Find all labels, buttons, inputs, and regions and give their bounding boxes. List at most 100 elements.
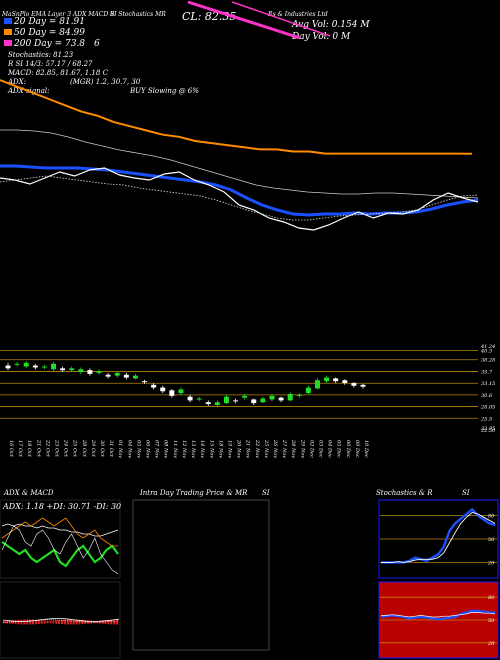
date-tick-label: 10 Dec — [363, 440, 369, 458]
date-tick-label: 05 Dec — [336, 440, 342, 458]
intra-day-panel — [132, 499, 270, 651]
avg-vol: Avg Vol: 0.154 M — [291, 20, 370, 30]
price-tick-label: 25.5 — [480, 416, 492, 422]
adx-panel-title: ADX & MACD — [3, 489, 54, 497]
date-tick-label: 02 Dec — [308, 440, 314, 458]
candle-body — [151, 384, 157, 388]
swatch-ema20 — [4, 18, 12, 24]
price-tick-label: 35.7 — [481, 370, 493, 376]
candlesticks — [5, 361, 366, 407]
rsi-signal-line — [381, 612, 496, 618]
macd-histogram-bar — [49, 620, 52, 624]
rsi-tick-label: 80 — [488, 595, 495, 601]
candle-body — [214, 402, 220, 405]
date-tick-label: 22 Nov — [254, 439, 260, 458]
date-tick-label: 06 Dec — [345, 440, 351, 458]
date-tick-label: 18 Oct — [26, 440, 32, 458]
candle-body — [69, 368, 75, 371]
candle-body — [123, 374, 129, 378]
legend-stoch-vals: R SI 14/3: 57.17 / 68.27 — [7, 60, 93, 68]
rsi-tick-label: 50 — [488, 618, 495, 624]
date-tick-label: 05 Nov — [135, 440, 141, 458]
stoch-tick-label: 50 — [488, 537, 495, 543]
macd-histogram-bar — [37, 619, 40, 625]
stoch-tick-label: 80 — [488, 514, 495, 520]
ema20-line — [0, 164, 479, 217]
price-tick-label: 30.6 — [481, 393, 493, 399]
stoch-tick-label: 20 — [487, 560, 495, 566]
candle-body — [160, 387, 166, 392]
price-gridlines — [0, 350, 478, 419]
macd-histogram-bar — [66, 619, 69, 625]
macd-histogram-bar — [5, 620, 8, 624]
candle-body — [41, 366, 47, 368]
price-tick-label: 40.3 — [480, 348, 492, 354]
macd-histogram-bar — [92, 620, 95, 624]
adx-aux-line — [1, 525, 119, 575]
macd-histogram-bar — [107, 619, 110, 625]
date-tick-label: 04 Dec — [327, 440, 333, 458]
macd-histogram-bar — [52, 620, 55, 624]
candle-body — [60, 368, 66, 371]
date-tick-label: 13 Nov — [190, 440, 196, 458]
adx-values: ADX: 1.18 +DI: 30.71 -DI: 30 — [2, 502, 121, 511]
legend-ema50: 50 Day = 84.99 — [14, 28, 85, 38]
candle-body — [305, 387, 311, 394]
macd-histogram-bar — [110, 619, 113, 625]
macd-histogram-bar — [101, 620, 104, 624]
swatch-ema50 — [4, 29, 12, 35]
candle-body — [342, 380, 348, 384]
candle-body — [233, 400, 239, 402]
candle-body — [5, 365, 11, 369]
candle-body — [178, 389, 184, 394]
upper-ema-lines — [0, 79, 479, 231]
macd-histogram-bar — [87, 620, 90, 624]
stoch-series-line — [381, 512, 496, 563]
legend-ema200: 200 Day = 73.8 — [13, 39, 85, 49]
date-tick-label: 08 Nov — [163, 440, 169, 458]
legend-adx-vals: (MGR) 1.2, 30.7, 30 — [70, 78, 141, 86]
intra-panel-title: Intra Day Trading Price & MR — [139, 489, 248, 497]
candle-body — [287, 393, 293, 401]
date-tick-label: 30 Oct — [99, 440, 105, 458]
date-tick-label: 31 Oct — [108, 440, 114, 458]
candle-body — [278, 397, 284, 401]
date-tick-label: 18 Nov — [217, 440, 223, 458]
header-top-left: MaSnPlo EMA Layer 3 ADX MACD B — [1, 11, 115, 18]
stoch-panel-title: Stochastics & R — [376, 489, 433, 497]
date-tick-label: 19 Nov — [226, 440, 232, 458]
candle-body — [324, 377, 330, 382]
candle-body — [296, 394, 302, 396]
date-tick-label: 06 Nov — [145, 440, 151, 458]
company-name: Rs & Industries Ltd — [267, 11, 328, 18]
date-tick-label: 23 Oct — [54, 439, 60, 458]
header-mid: SI Stochastics MR — [110, 11, 166, 18]
date-tick-label: 25 Oct — [72, 439, 78, 458]
candle-body — [14, 363, 20, 365]
candle-body — [251, 399, 257, 404]
candle-body — [32, 365, 38, 368]
price-tick-label: 28.05 — [480, 405, 495, 411]
intra-panel-si: SI — [262, 489, 270, 497]
date-tick-label: 29 Oct — [90, 439, 96, 458]
macd-histogram-bar — [61, 619, 63, 625]
candle-body — [242, 395, 248, 398]
top-magenta-line — [187, 0, 301, 40]
candle-body — [87, 370, 93, 374]
price-tick-label: 41.24 — [480, 344, 495, 350]
legend-buy-signal: BUY Slowing @ 6% — [129, 87, 199, 95]
date-tick-label: 01 Nov — [117, 440, 123, 458]
macd-histogram-bar — [69, 619, 72, 625]
swatch-ema200 — [4, 40, 12, 46]
macd-histogram-bar — [17, 619, 20, 625]
date-tick-label: 17 Oct — [17, 440, 23, 458]
date-tick-label: 24 Oct — [63, 439, 69, 458]
macd-histogram-bar — [63, 619, 66, 625]
macd-histogram-bar — [116, 619, 119, 625]
legend-adx-title: ADX: — [7, 78, 26, 86]
candle-body — [23, 362, 29, 367]
price-tick-label: 38.28 — [481, 358, 495, 364]
day-vol: Day Vol: 0 M — [291, 32, 351, 42]
macd-lines — [2, 618, 120, 625]
